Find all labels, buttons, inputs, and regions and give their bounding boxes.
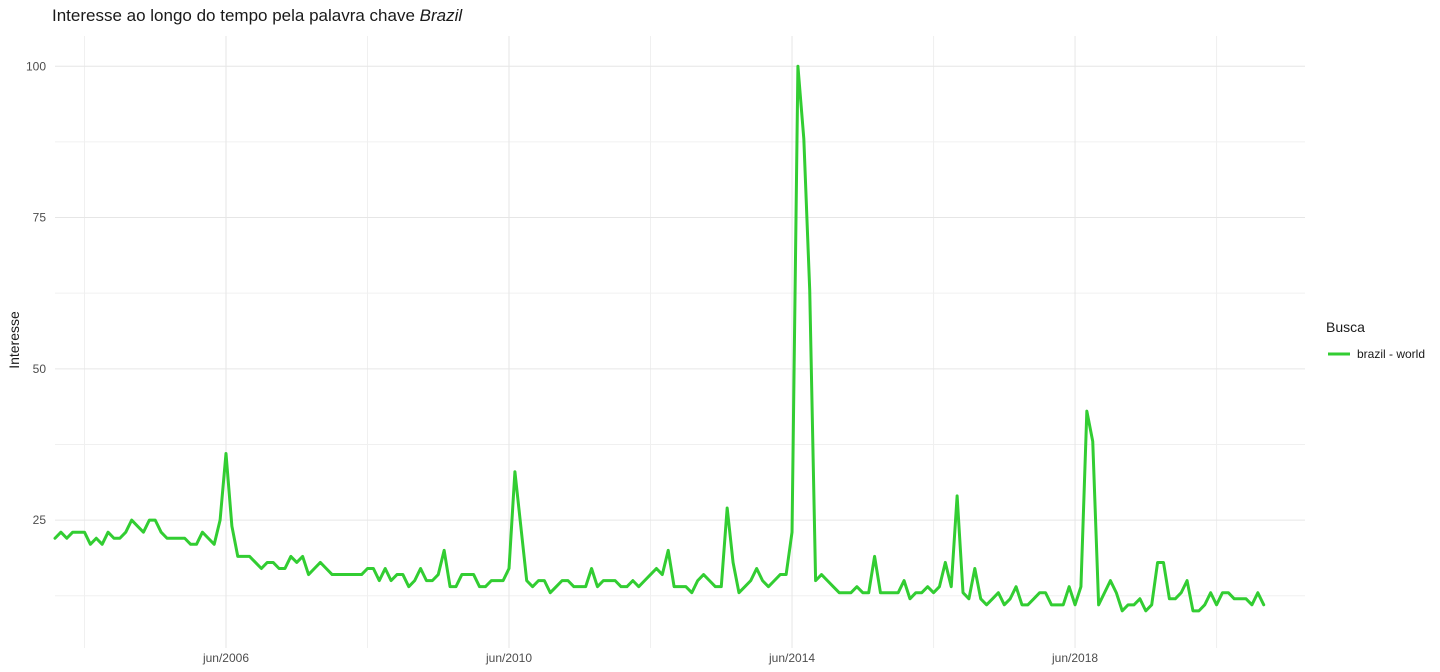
- x-tick-label: jun/2006: [202, 651, 249, 665]
- legend-title: Busca: [1326, 319, 1365, 335]
- y-tick-label: 75: [33, 211, 47, 225]
- chart-title-text: Interesse ao longo do tempo pela palavra…: [52, 6, 420, 25]
- y-tick-label: 25: [33, 513, 47, 527]
- legend-label: brazil - world: [1357, 347, 1425, 361]
- y-tick-label: 50: [33, 362, 47, 376]
- x-tick-label: jun/2010: [485, 651, 532, 665]
- y-tick-label: 100: [26, 59, 46, 73]
- legend: Busca brazil - world: [1326, 319, 1425, 361]
- minor-gridlines: [55, 36, 1305, 648]
- x-tick-label: jun/2018: [1051, 651, 1098, 665]
- series-line-0: [53, 64, 1266, 613]
- chart-title: Interesse ao longo do tempo pela palavra…: [52, 6, 462, 26]
- x-tick-label: jun/2014: [768, 651, 815, 665]
- x-axis-tick-labels: jun/2006 jun/2010 jun/2014 jun/2018: [202, 651, 1098, 665]
- chart-title-keyword: Brazil: [419, 6, 463, 25]
- y-axis-tick-labels: 25 50 75 100: [26, 59, 46, 527]
- y-axis-title: Interesse: [6, 311, 22, 369]
- series-lines: [53, 64, 1266, 613]
